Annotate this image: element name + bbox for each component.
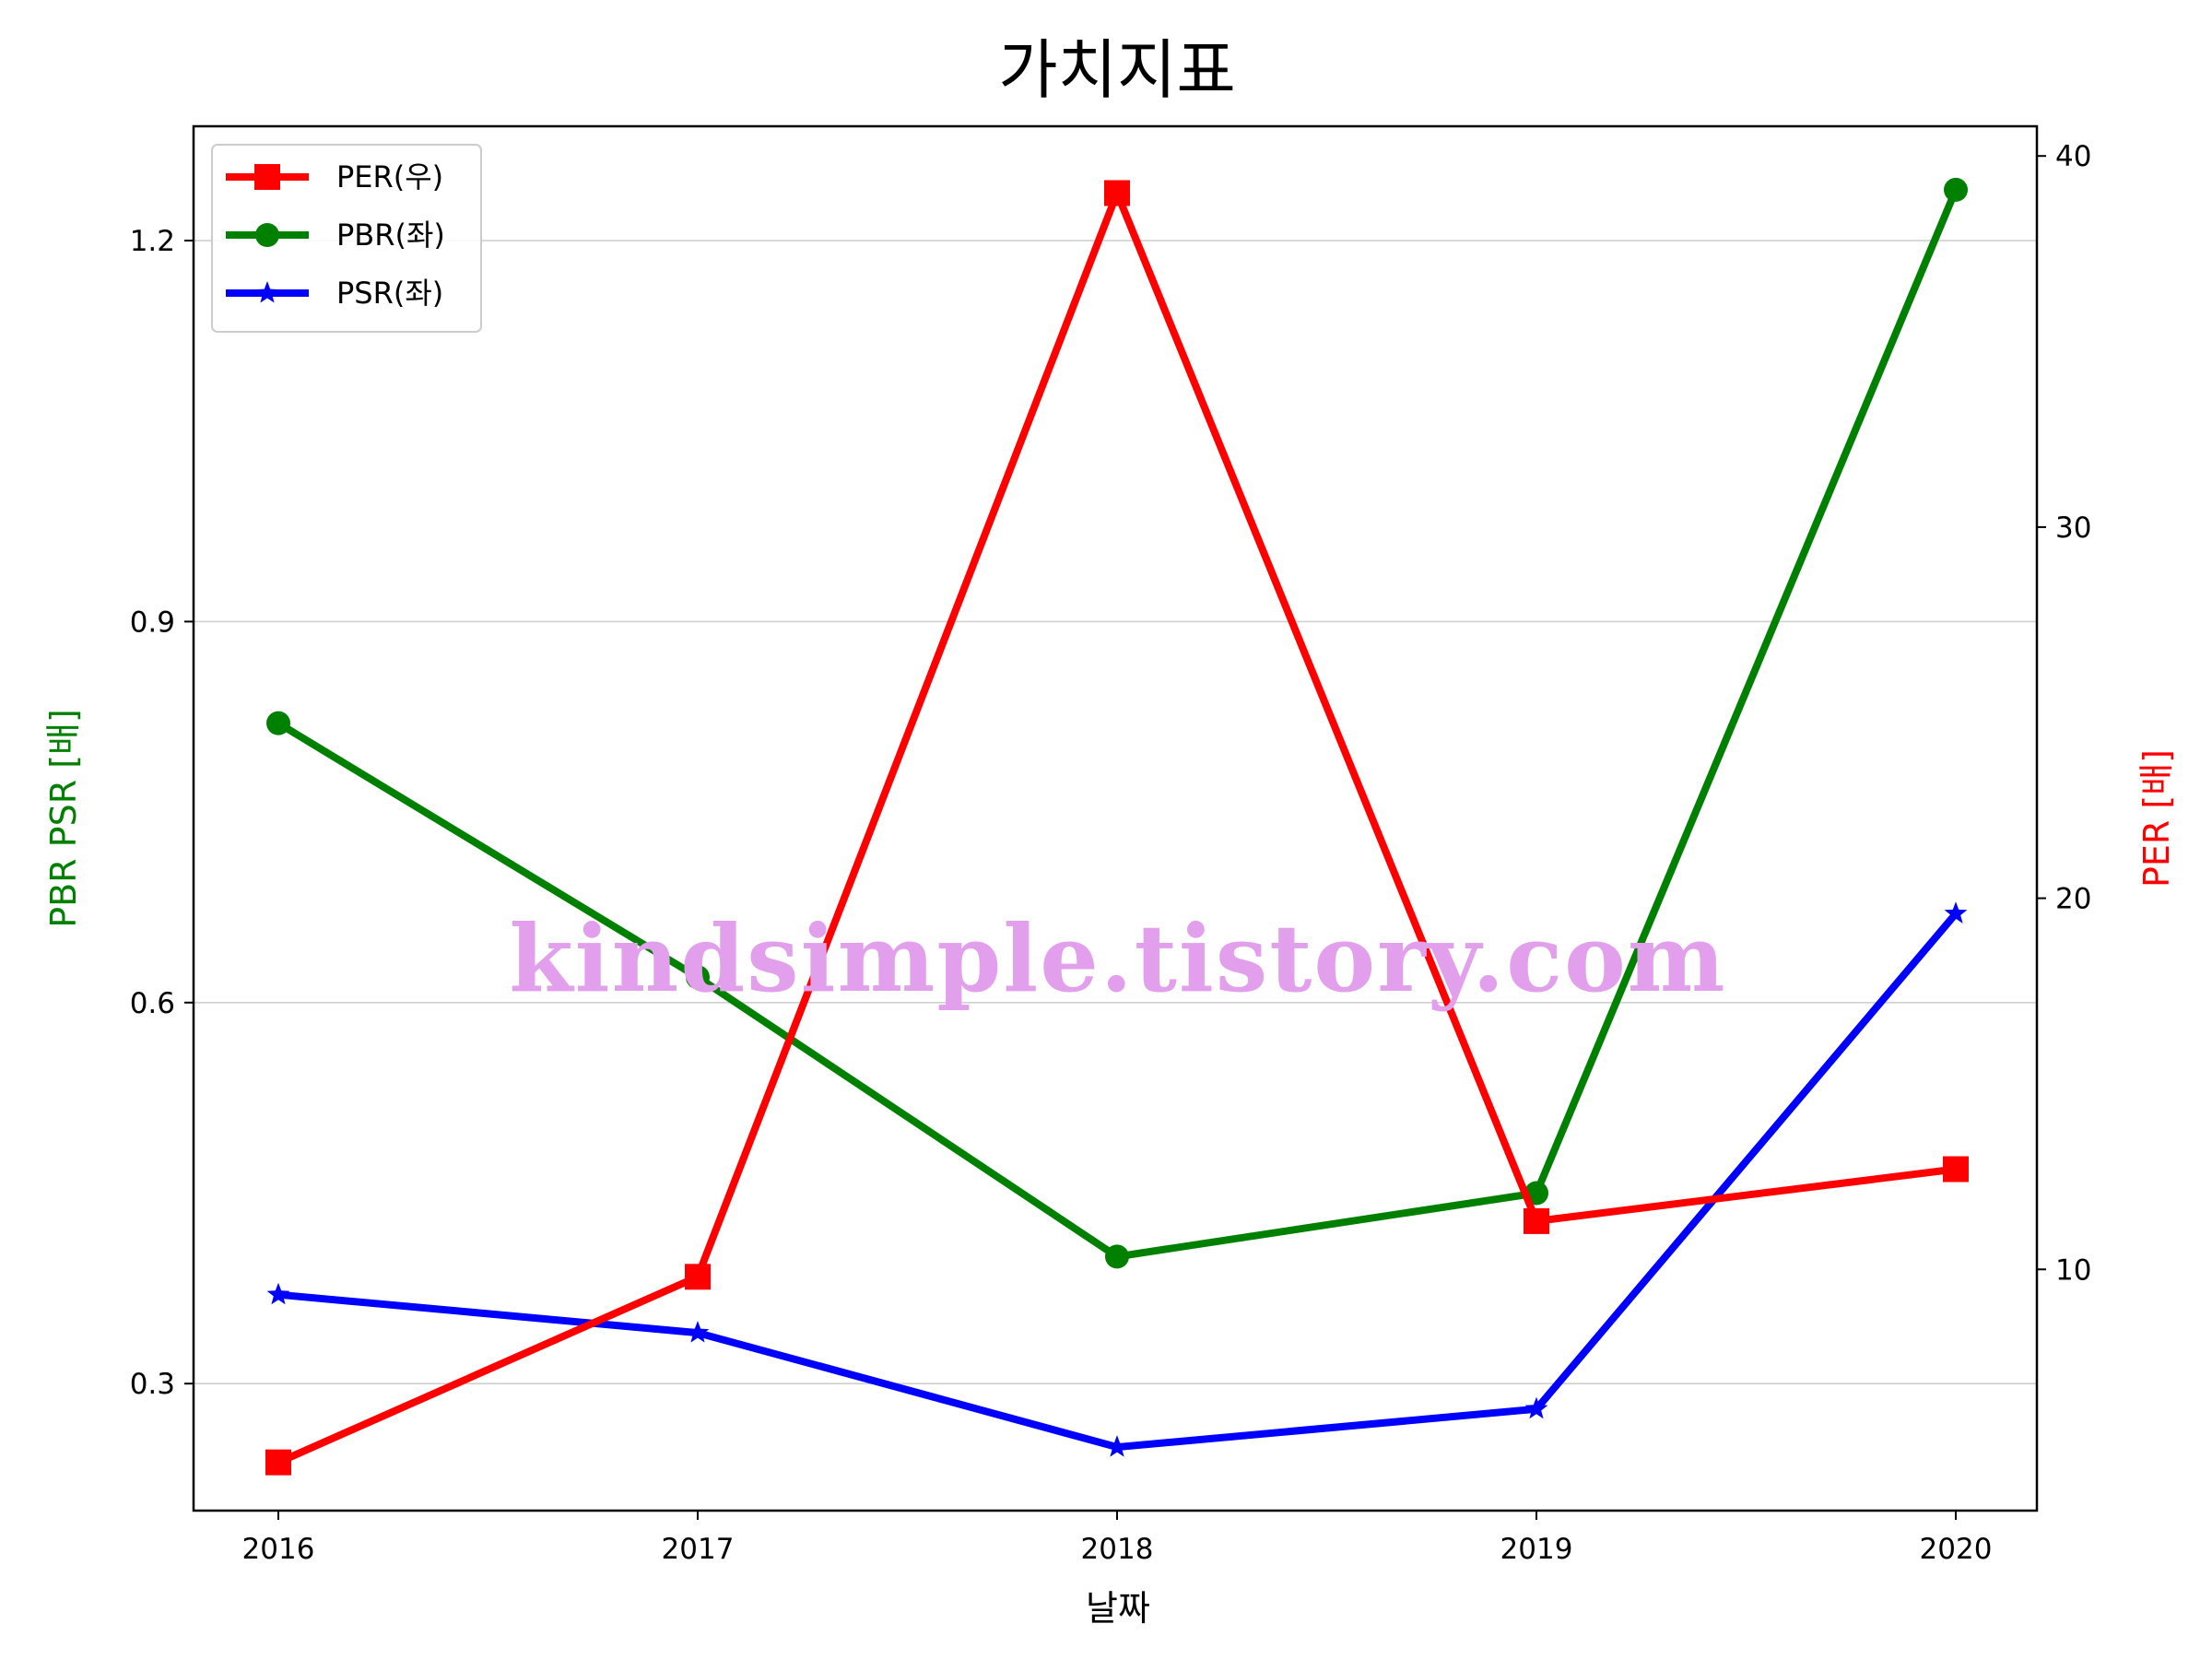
- per-data-point: [1943, 1156, 1969, 1182]
- pbr-data-point: [1944, 177, 1968, 202]
- legend-marker-per: [254, 164, 280, 190]
- x-tick-label: 2016: [242, 1533, 315, 1566]
- watermark: kindsimple.tistory.com: [509, 904, 1726, 1013]
- psr-data-point: [266, 1282, 290, 1305]
- grid-lines: [194, 240, 2037, 1385]
- series-layer: [265, 177, 1969, 1476]
- x-tick-label: 2020: [1920, 1533, 1993, 1566]
- legend-marker-psr: [255, 281, 279, 303]
- left-axis-title: PBR PSR [배]: [43, 709, 84, 928]
- legend: PER(우) PBR(좌) PSR(좌): [211, 144, 482, 333]
- legend-label-pbr: PBR(좌): [336, 218, 445, 253]
- x-tick-label: 2018: [1081, 1533, 1154, 1566]
- per-data-point: [265, 1449, 291, 1476]
- per-data-point: [1104, 180, 1130, 206]
- x-tick-label: 2019: [1500, 1533, 1573, 1566]
- x-tick-label: 2017: [662, 1533, 735, 1566]
- left-tick-label: 0.6: [130, 987, 175, 1020]
- pbr-data-point: [266, 711, 290, 735]
- left-tick-label: 0.3: [130, 1368, 175, 1401]
- psr-data-point: [1105, 1435, 1129, 1457]
- plot-frame: [192, 124, 2039, 1512]
- legend-box: [211, 144, 482, 333]
- legend-marker-pbr: [255, 223, 279, 247]
- right-axis-title: PER [배]: [2136, 749, 2177, 888]
- legend-label-psr: PSR(좌): [336, 276, 443, 311]
- right-tick-label: 30: [2055, 512, 2091, 545]
- right-tick-label: 40: [2055, 140, 2091, 173]
- psr-data-point: [686, 1321, 710, 1343]
- right-tick-label: 10: [2055, 1253, 2091, 1287]
- x-axis-title: 날짜: [1086, 1588, 1150, 1629]
- left-tick-label: 0.9: [130, 606, 175, 639]
- pbr-data-point: [1105, 1244, 1129, 1269]
- legend-label-per: PER(우): [336, 159, 443, 194]
- psr-data-point: [1944, 901, 1968, 924]
- axes: 0.3 0.6 0.9 1.2 10 20 30 40 2016 2017 2018 2019 2020: [130, 140, 2092, 1566]
- pbr-data-point: [686, 965, 710, 990]
- psr-data-point: [1524, 1396, 1548, 1419]
- left-tick-label: 1.2: [130, 225, 175, 258]
- right-tick-label: 20: [2055, 883, 2091, 916]
- per-data-point: [685, 1264, 711, 1290]
- per-data-point: [1524, 1207, 1549, 1234]
- chart-title: 가치지표: [998, 32, 1236, 108]
